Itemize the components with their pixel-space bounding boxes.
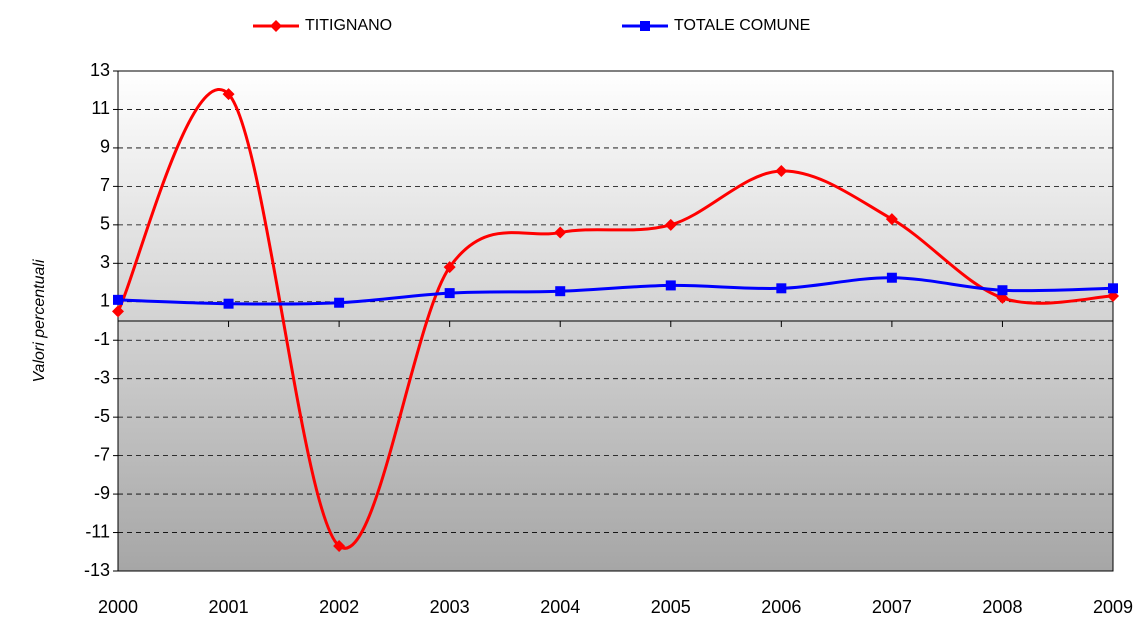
y-tick-label: -7 bbox=[94, 444, 110, 464]
legend-label: TITIGNANO bbox=[305, 17, 392, 34]
data-point bbox=[113, 294, 123, 305]
y-tick-label: -13 bbox=[84, 560, 110, 580]
y-tick-label: 13 bbox=[90, 60, 110, 80]
x-tick-label: 2002 bbox=[319, 597, 359, 617]
series-line bbox=[117, 276, 1114, 306]
data-point bbox=[333, 540, 346, 552]
y-tick-label: -5 bbox=[94, 406, 110, 426]
x-tick-label: 2000 bbox=[98, 597, 138, 617]
data-point bbox=[443, 261, 456, 274]
legend-marker bbox=[270, 20, 282, 32]
series-line bbox=[116, 88, 1114, 550]
data-point bbox=[555, 286, 566, 297]
y-tick-label: -1 bbox=[94, 329, 110, 349]
data-point bbox=[334, 297, 345, 308]
data-point bbox=[554, 226, 567, 239]
y-tick-label: 7 bbox=[100, 175, 110, 195]
x-tick-label: 2003 bbox=[430, 597, 470, 617]
data-point bbox=[664, 218, 677, 231]
data-point bbox=[776, 283, 787, 294]
y-tick-label: 3 bbox=[100, 252, 110, 272]
y-tick-label: 1 bbox=[100, 291, 110, 311]
y-tick-label: 5 bbox=[100, 214, 110, 234]
y-tick-label: 11 bbox=[91, 98, 110, 118]
x-tick-label: 2005 bbox=[651, 597, 691, 617]
x-tick-label: 2009 bbox=[1093, 597, 1133, 617]
data-point bbox=[997, 285, 1008, 296]
x-tick-label: 2006 bbox=[761, 597, 801, 617]
data-point bbox=[885, 213, 898, 226]
data-point bbox=[112, 305, 124, 318]
y-tick-label: -11 bbox=[85, 521, 110, 541]
legend-marker bbox=[640, 21, 650, 31]
data-point bbox=[775, 165, 788, 177]
data-point bbox=[665, 280, 676, 291]
data-point bbox=[1108, 283, 1118, 294]
y-axis-label: Valori percentuali bbox=[31, 259, 48, 382]
x-tick-label: 2007 bbox=[872, 597, 912, 617]
x-tick-label: 2008 bbox=[982, 597, 1022, 617]
x-tick-label: 2004 bbox=[540, 597, 580, 617]
y-tick-label: 9 bbox=[100, 137, 110, 157]
y-tick-label: -9 bbox=[94, 483, 110, 503]
data-point bbox=[223, 298, 234, 309]
x-tick-label: 2001 bbox=[209, 597, 249, 617]
data-point bbox=[222, 88, 235, 101]
y-tick-label: -3 bbox=[94, 367, 110, 387]
legend-label: TOTALE COMUNE bbox=[674, 17, 810, 34]
data-point bbox=[886, 272, 897, 283]
data-point bbox=[444, 288, 455, 299]
